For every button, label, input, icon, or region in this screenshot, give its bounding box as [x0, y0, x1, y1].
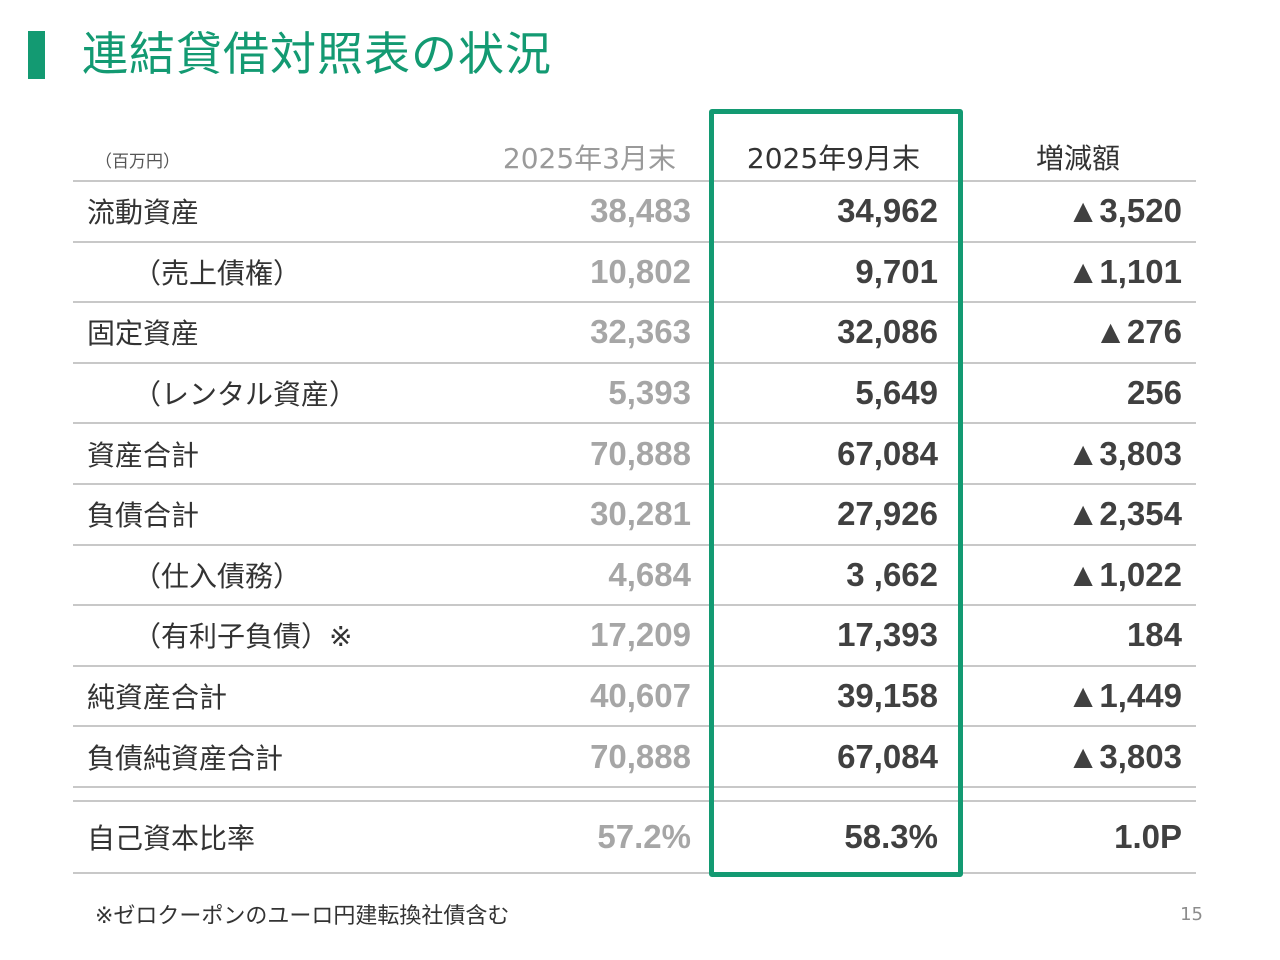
- change-value: ▲276: [1094, 313, 1182, 351]
- header-change: 増減額: [1035, 142, 1120, 175]
- prev-value: 10,802: [590, 252, 691, 290]
- change-value: ▲3,803: [1066, 434, 1182, 472]
- row-label: （レンタル資産）: [133, 378, 358, 412]
- prev-value: 57.2%: [597, 817, 691, 855]
- change-value: 1.0P: [1114, 817, 1182, 855]
- page-title: 連結貸借対照表の状況: [82, 27, 552, 81]
- current-value: 58.3%: [844, 817, 938, 855]
- table-header-row: （百万円） 2025年3月末 2025年9月末 増減額: [73, 128, 1196, 182]
- table-row: （売上債権） 10,802 9,701 ▲1,101: [73, 243, 1196, 304]
- change-value: 184: [1126, 616, 1182, 654]
- row-label: 自己資本比率: [87, 821, 256, 855]
- row-label: 負債純資産合計: [87, 741, 284, 775]
- prev-value: 40,607: [590, 677, 691, 715]
- page-number: 15: [1180, 904, 1203, 925]
- change-value: 256: [1126, 374, 1182, 412]
- change-value: ▲1,101: [1066, 252, 1182, 290]
- header-current-period: 2025年9月末: [746, 142, 920, 175]
- current-value: 3 ,662: [846, 555, 938, 593]
- table-row: 負債合計 30,281 27,926 ▲2,354: [73, 485, 1196, 546]
- change-value: ▲2,354: [1066, 495, 1182, 533]
- row-label: 固定資産: [87, 317, 200, 351]
- row-label: （売上債権）: [133, 256, 302, 290]
- row-label: （有利子負債）※: [133, 620, 353, 654]
- title-accent-bar: [28, 31, 45, 79]
- row-label: 純資産合計: [87, 681, 228, 715]
- prev-value: 38,483: [590, 192, 691, 230]
- footnote: ※ゼロクーポンのユーロ円建転換社債含む: [95, 904, 510, 929]
- prev-value: 17,209: [590, 616, 691, 654]
- prev-value: 5,393: [608, 374, 691, 412]
- current-value: 17,393: [837, 616, 938, 654]
- current-value: 67,084: [837, 737, 938, 775]
- table-row: 負債純資産合計 70,888 67,084 ▲3,803: [73, 727, 1196, 788]
- row-label: 資産合計: [87, 438, 200, 472]
- change-value: ▲3,520: [1066, 192, 1182, 230]
- table-body: 流動資産 38,483 34,962 ▲3,520 （売上債権） 10,802 9,701 ▲…: [73, 182, 1196, 788]
- change-value: ▲1,022: [1066, 555, 1182, 593]
- balance-sheet-table: （百万円） 2025年3月末 2025年9月末 増減額 流動資産 38,483 34…: [73, 128, 1196, 874]
- header-prev-period: 2025年3月末: [502, 142, 676, 175]
- row-label: 流動資産: [87, 196, 200, 230]
- table-row: （仕入債務） 4,684 3 ,662 ▲1,022: [73, 546, 1196, 607]
- current-value: 34,962: [837, 192, 938, 230]
- current-value: 5,649: [855, 374, 938, 412]
- prev-value: 32,363: [590, 313, 691, 351]
- prev-value: 30,281: [590, 495, 691, 533]
- current-value: 32,086: [837, 313, 938, 351]
- change-value: ▲1,449: [1066, 677, 1182, 715]
- table-row: 固定資産 32,363 32,086 ▲276: [73, 303, 1196, 364]
- unit-label: （百万円）: [95, 151, 180, 172]
- table-row: 資産合計 70,888 67,084 ▲3,803: [73, 424, 1196, 485]
- current-value: 9,701: [855, 252, 938, 290]
- prev-value: 70,888: [590, 737, 691, 775]
- current-value: 39,158: [837, 677, 938, 715]
- table-row: 純資産合計 40,607 39,158 ▲1,449: [73, 667, 1196, 728]
- table-row: （レンタル資産） 5,393 5,649 256: [73, 364, 1196, 425]
- prev-value: 70,888: [590, 434, 691, 472]
- current-value: 27,926: [837, 495, 938, 533]
- current-value: 67,084: [837, 434, 938, 472]
- prev-value: 4,684: [608, 555, 691, 593]
- change-value: ▲3,803: [1066, 737, 1182, 775]
- table-row: （有利子負債）※ 17,209 17,393 184: [73, 606, 1196, 667]
- row-label: 負債合計: [87, 499, 200, 533]
- row-label: （仕入債務）: [133, 559, 302, 593]
- table-separator: [73, 788, 1196, 802]
- equity-ratio-row: 自己資本比率 57.2% 58.3% 1.0P: [73, 802, 1196, 874]
- table-row: 流動資産 38,483 34,962 ▲3,520: [73, 182, 1196, 243]
